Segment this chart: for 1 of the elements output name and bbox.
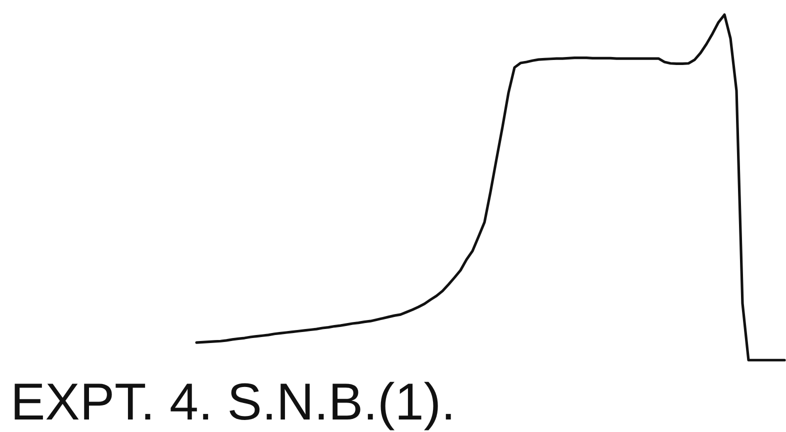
text: EXPT. 4. S.N.B.(1). [10, 374, 456, 432]
